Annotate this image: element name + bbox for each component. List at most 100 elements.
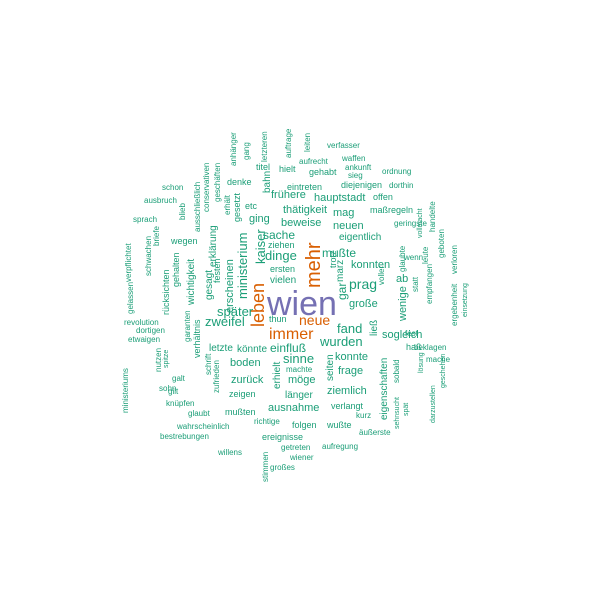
cloud-word: konnten [351, 259, 391, 271]
cloud-word: wurden [320, 334, 363, 349]
cloud-word: ab [396, 273, 409, 285]
cloud-word: später [217, 304, 254, 319]
cloud-word: wegen [171, 236, 198, 246]
cloud-word: darzustellen [430, 385, 437, 423]
cloud-word: etwaigen [128, 335, 161, 344]
cloud-word: wahrscheinlich [177, 422, 230, 431]
cloud-word: ersten [270, 264, 296, 274]
cloud-word: gar [335, 282, 349, 300]
cloud-word: bestrebungen [160, 432, 209, 441]
cloud-word: eigenschaften [379, 357, 390, 420]
cloud-word: gang [242, 142, 251, 160]
cloud-word: prag [349, 276, 378, 292]
cloud-word: mag [333, 207, 355, 219]
cloud-word: conservativen [202, 162, 211, 212]
cloud-word: gesagt [204, 269, 215, 300]
cloud-word: willens [218, 448, 243, 457]
cloud-word: geschehen [440, 353, 447, 388]
cloud-word: anhänger [229, 132, 238, 166]
cloud-word: erhielt [272, 361, 283, 389]
cloud-word: ging [249, 213, 270, 225]
cloud-word: leiten [303, 132, 312, 152]
cloud-word: zurück [231, 374, 264, 386]
cloud-word: frage [338, 365, 364, 377]
cloud-word: aufregung [322, 442, 359, 451]
cloud-word: sache [263, 228, 296, 242]
cloud-word: zeigen [229, 389, 256, 399]
cloud-word: ausschließlich [193, 181, 202, 232]
cloud-word: ausnahme [268, 402, 320, 414]
cloud-word: empfangen [425, 263, 434, 304]
cloud-word: briefe [152, 225, 161, 246]
cloud-word: sehnsucht [394, 397, 401, 429]
cloud-word: sieg [348, 171, 363, 180]
cloud-word: verloren [450, 245, 459, 274]
cloud-word: wiener [290, 453, 314, 462]
cloud-word: getreten [281, 443, 311, 452]
cloud-word: verlangt [331, 401, 364, 411]
cloud-word: voller [377, 265, 386, 285]
cloud-word: thun [269, 314, 287, 324]
cloud-word: eigentlich [339, 232, 382, 243]
cloud-word: ausbruch [144, 196, 177, 205]
cloud-word: galt [172, 374, 185, 383]
cloud-word: kurz [356, 411, 372, 420]
cloud-word: ziemlich [327, 385, 367, 397]
cloud-word: einfluß [270, 341, 307, 355]
cloud-word: garanten [183, 310, 192, 342]
cloud-word: wenige [397, 286, 409, 321]
cloud-word: richtige [254, 417, 280, 426]
cloud-word: hielt [279, 164, 296, 174]
cloud-word: ergebenheit [450, 283, 459, 326]
cloud-word: folgen [292, 420, 317, 430]
cloud-word: nutzen [154, 347, 163, 372]
cloud-word: spät [403, 402, 410, 416]
cloud-word: ziehen [268, 240, 295, 250]
cloud-word: einsetzung [462, 283, 469, 317]
cloud-word: letzte [209, 343, 233, 354]
cloud-word: verpflichtet [124, 243, 133, 282]
cloud-word: ankunft [345, 163, 372, 172]
cloud-word: wichtigkeit [186, 258, 197, 305]
cloud-word: eintreten [287, 182, 323, 192]
cloud-word: fand [337, 321, 363, 336]
cloud-word: blieb [178, 203, 187, 220]
cloud-word: erhält [223, 194, 232, 215]
cloud-word: gehalten [171, 252, 181, 287]
cloud-word: denke [227, 177, 252, 187]
cloud-word: gesetzt [232, 192, 242, 222]
cloud-word: wußte [327, 420, 352, 430]
cloud-word: immer [269, 326, 314, 343]
cloud-word: ministerium [235, 232, 250, 299]
cloud-word: große [349, 298, 378, 310]
cloud-word: handelte [428, 201, 437, 232]
cloud-word: gehabt [309, 167, 337, 177]
cloud-word: konnte [335, 351, 369, 363]
cloud-word: wien [267, 285, 337, 323]
cloud-word: geboten [437, 229, 446, 258]
cloud-word: offen [373, 192, 393, 202]
cloud-word: ereignisse [262, 432, 304, 442]
cloud-word: statt [411, 276, 420, 292]
cloud-word: stimmen [261, 451, 270, 482]
cloud-word: boden [230, 357, 261, 369]
cloud-word: beklagen [414, 343, 447, 352]
cloud-word: sprach [133, 215, 158, 224]
cloud-word: seiten [325, 354, 336, 381]
cloud-word: aufrecht [299, 157, 328, 166]
cloud-word: gelassen [126, 281, 135, 314]
cloud-word: vollmacht [417, 208, 424, 238]
cloud-word: hauptstadt [314, 192, 366, 204]
cloud-word: geringste [394, 219, 427, 228]
cloud-word: ministeriums [121, 368, 130, 413]
cloud-word: verhältnis [192, 319, 202, 358]
cloud-word: möge [288, 374, 316, 386]
cloud-word: könnte [237, 344, 268, 355]
cloud-word: zufrieden [212, 360, 221, 393]
cloud-word: neuen [333, 220, 364, 232]
cloud-word: knüpfen [166, 399, 195, 408]
cloud-word: diejenigen [341, 180, 383, 190]
cloud-word: sobald [392, 359, 401, 383]
cloud-word: maßregeln [370, 205, 414, 215]
